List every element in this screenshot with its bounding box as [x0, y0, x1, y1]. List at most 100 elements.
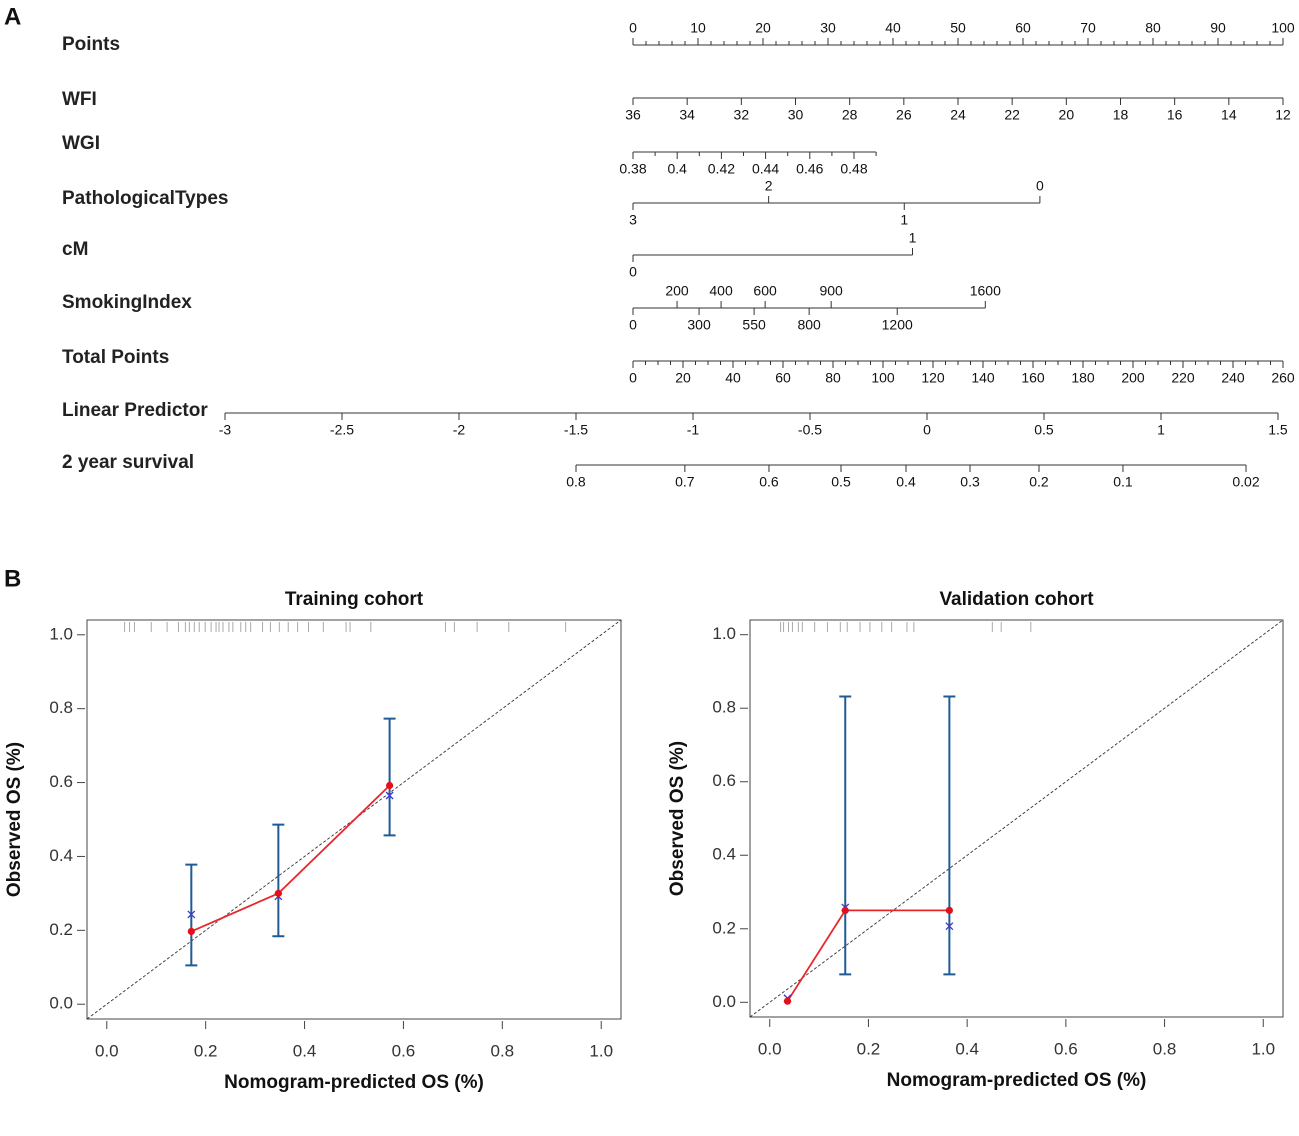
x-tick-label: 0.8 [491, 1041, 515, 1060]
tick-label: 60 [775, 370, 791, 386]
tick-label: 30 [788, 107, 804, 123]
tick-label: 0.5 [1034, 422, 1054, 438]
plot-frame [86, 619, 622, 1020]
tick-label: 240 [1221, 370, 1245, 386]
tick-label: 200 [665, 283, 689, 299]
error-bar [943, 695, 956, 976]
tick-label: 0.2 [1029, 474, 1049, 490]
x-axis-label: Nomogram-predicted OS (%) [224, 1072, 484, 1093]
reference-line [749, 619, 1284, 1018]
error-bar [272, 823, 285, 938]
tick-label: 30 [820, 20, 836, 36]
tick-label: 32 [734, 107, 750, 123]
x-tick-label: 0.2 [194, 1041, 218, 1060]
row-name: 2 year survival [62, 452, 194, 473]
tick-label: 34 [679, 107, 695, 123]
tick-label: 0.42 [708, 161, 735, 177]
tick-label: -3 [219, 422, 232, 438]
tick-label: 20 [1059, 107, 1075, 123]
corrected-point [385, 791, 394, 800]
tick-label: 36 [625, 107, 641, 123]
tick-label: 120 [921, 370, 945, 386]
tick-label: 70 [1080, 20, 1096, 36]
panel-label: A [4, 3, 21, 30]
observed-point [386, 781, 394, 790]
calibration-line [786, 909, 950, 1002]
observed-point [783, 997, 792, 1005]
tick-label: 0.4 [896, 474, 916, 490]
tick-label: 0 [629, 370, 637, 386]
tick-label: 80 [825, 370, 841, 386]
row-name: PathologicalTypes [62, 188, 228, 209]
tick-label: 0.4 [667, 161, 687, 177]
error-bar [383, 717, 396, 837]
tick-label: 90 [1210, 20, 1226, 36]
tick-label: 550 [742, 317, 766, 333]
tick-label: -1 [687, 422, 700, 438]
y-tick-label: 0.2 [49, 920, 73, 939]
tick-label: 2 [765, 178, 773, 194]
tick-label: -1.5 [564, 422, 588, 438]
reference-line [86, 619, 622, 1020]
row-name: Total Points [62, 347, 169, 368]
row-name: SmokingIndex [62, 292, 192, 313]
tick-label: 220 [1171, 370, 1195, 386]
x-tick-label: 0.4 [293, 1041, 317, 1060]
chart-title: Validation cohort [939, 589, 1094, 610]
corrected-point [945, 922, 954, 931]
x-tick-label: 0.4 [955, 1039, 979, 1058]
tick-label: 0.8 [566, 474, 586, 490]
tick-label: 1200 [882, 317, 913, 333]
tick-label: 0 [629, 264, 637, 280]
tick-label: 80 [1145, 20, 1161, 36]
tick-label: 26 [896, 107, 912, 123]
tick-label: 0 [1036, 178, 1044, 194]
tick-label: 10 [690, 20, 706, 36]
y-tick-label: 0.6 [712, 771, 736, 790]
tick-label: 12 [1275, 107, 1291, 123]
y-tick-label: 0.0 [49, 994, 73, 1013]
tick-label: 0 [629, 317, 637, 333]
tick-label: 260 [1271, 370, 1295, 386]
x-tick-label: 0.0 [95, 1041, 119, 1060]
tick-label: 60 [1015, 20, 1031, 36]
tick-label: -0.5 [798, 422, 822, 438]
x-tick-label: 0.6 [1054, 1039, 1078, 1058]
tick-label: 0.7 [675, 474, 695, 490]
tick-label: 0 [923, 422, 931, 438]
row-name: Linear Predictor [62, 400, 208, 421]
tick-label: 20 [755, 20, 771, 36]
tick-label: 1 [1157, 422, 1165, 438]
tick-label: 0 [629, 20, 637, 36]
tick-label: 300 [687, 317, 711, 333]
chart-title: Training cohort [285, 589, 424, 610]
tick-label: 100 [871, 370, 895, 386]
observed-point [945, 906, 953, 914]
tick-label: 20 [675, 370, 691, 386]
y-tick-label: 0.6 [49, 772, 73, 791]
tick-label: -2.5 [330, 422, 354, 438]
tick-label: 0.46 [796, 161, 823, 177]
observed-point [274, 889, 282, 897]
tick-label: 0.3 [960, 474, 980, 490]
tick-label: 50 [950, 20, 966, 36]
tick-label: 0.44 [752, 161, 779, 177]
tick-label: 40 [885, 20, 901, 36]
tick-label: 18 [1113, 107, 1129, 123]
tick-label: 1 [900, 212, 908, 228]
tick-label: 24 [950, 107, 966, 123]
tick-label: 800 [797, 317, 821, 333]
y-tick-label: 0.0 [712, 992, 736, 1011]
tick-label: 0.38 [619, 161, 646, 177]
tick-label: 1.5 [1268, 422, 1288, 438]
row-name: cM [62, 239, 88, 260]
tick-label: 16 [1167, 107, 1183, 123]
corrected-point [187, 910, 196, 919]
tick-label: 0.1 [1113, 474, 1133, 490]
y-tick-label: 1.0 [49, 624, 73, 643]
y-tick-label: 0.2 [712, 918, 736, 937]
tick-label: 0.48 [840, 161, 867, 177]
error-bar [839, 695, 852, 976]
x-tick-label: 1.0 [589, 1041, 613, 1060]
y-tick-label: 0.4 [712, 845, 736, 864]
